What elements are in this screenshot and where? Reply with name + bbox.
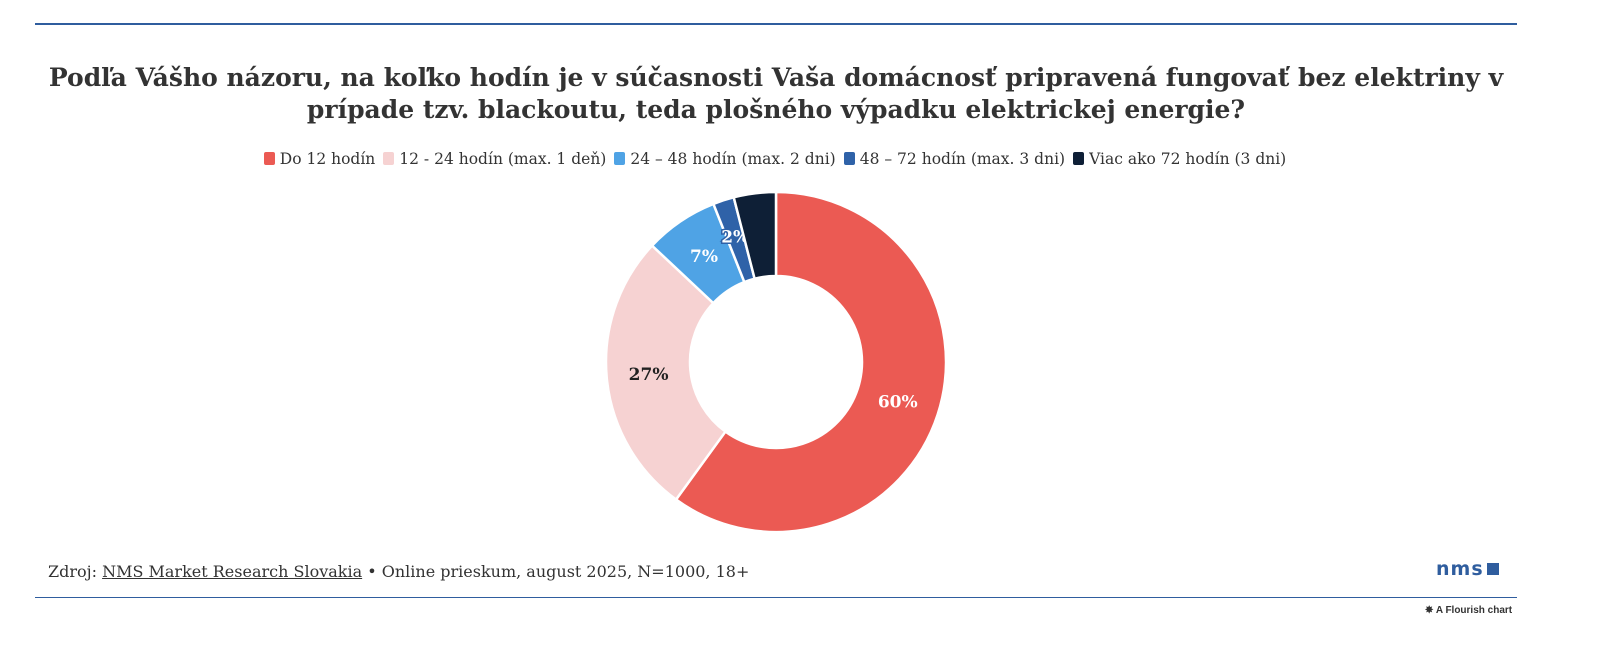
donut-slice[interactable] <box>604 244 727 501</box>
legend-item[interactable]: 24 – 48 hodín (max. 2 dni) <box>614 150 836 168</box>
source-note: Online prieskum, august 2025, N=1000, 18… <box>381 562 750 581</box>
separator: • <box>362 562 382 581</box>
legend-swatch <box>263 152 275 165</box>
legend-swatch <box>843 152 855 165</box>
logo-text: nms <box>1436 558 1484 580</box>
source-prefix: Zdroj: <box>48 562 103 581</box>
legend-item[interactable]: 12 - 24 hodín (max. 1 deň) <box>383 150 606 168</box>
flourish-text: A Flourish chart <box>1435 605 1513 616</box>
legend: Do 12 hodín 12 - 24 hodín (max. 1 deň) 24 … <box>0 150 1550 168</box>
footer: Zdroj: NMS Market Research Slovakia • On… <box>48 562 749 581</box>
donut-slice[interactable] <box>732 190 778 280</box>
legend-swatch <box>614 152 626 165</box>
legend-swatch <box>1073 152 1085 165</box>
bottom-rule <box>35 597 1517 598</box>
slice-label: 7% <box>690 247 718 267</box>
nms-logo: nms <box>1436 558 1499 580</box>
legend-label: Do 12 hodín <box>279 150 376 168</box>
legend-item[interactable]: Viac ako 72 hodín (3 dni) <box>1073 150 1286 168</box>
legend-item[interactable]: 48 – 72 hodín (max. 3 dni) <box>843 150 1066 168</box>
legend-label: 24 – 48 hodín (max. 2 dni) <box>630 150 836 168</box>
legend-item[interactable]: Do 12 hodín <box>263 150 376 168</box>
top-rule <box>35 23 1517 25</box>
chart-title: Podľa Vášho názoru, na koľko hodín je v … <box>48 63 1504 124</box>
legend-label: 12 - 24 hodín (max. 1 deň) <box>399 150 607 168</box>
legend-label: 48 – 72 hodín (max. 3 dni) <box>859 150 1066 168</box>
slice-label: 60% <box>878 393 918 413</box>
flourish-credit[interactable]: ✸ A Flourish chart <box>1425 605 1512 616</box>
flourish-icon: ✸ <box>1425 605 1434 616</box>
source-link[interactable]: NMS Market Research Slovakia <box>102 562 363 581</box>
legend-swatch <box>383 152 395 165</box>
slice-label: 27% <box>629 365 669 385</box>
logo-square <box>1486 563 1499 575</box>
donut-slice[interactable] <box>674 190 948 534</box>
legend-label: Viac ako 72 hodín (3 dni) <box>1089 150 1287 168</box>
